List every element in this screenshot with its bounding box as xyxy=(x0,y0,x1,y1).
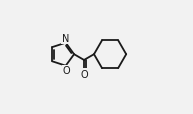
Text: O: O xyxy=(62,66,70,76)
Text: N: N xyxy=(62,34,69,44)
Text: O: O xyxy=(81,69,89,79)
